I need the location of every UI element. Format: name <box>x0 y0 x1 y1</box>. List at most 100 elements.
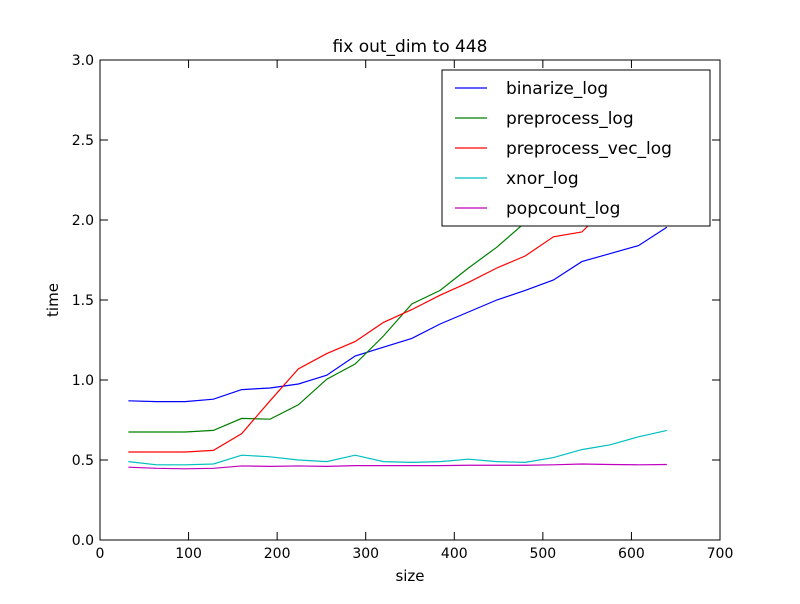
data-point <box>581 463 583 465</box>
legend-item: popcount_log <box>455 199 620 219</box>
data-point <box>552 279 554 281</box>
data-point <box>184 400 186 402</box>
data-point <box>212 467 214 469</box>
legend-label: preprocess_vec_log <box>506 139 672 159</box>
series-line <box>128 463 667 470</box>
series-line <box>128 429 667 466</box>
data-point <box>439 294 441 296</box>
data-point <box>467 267 469 269</box>
series-popcount_log <box>127 463 667 470</box>
legend-label: xnor_log <box>506 169 579 189</box>
data-point <box>467 458 469 460</box>
x-tick-label: 100 <box>175 546 202 562</box>
data-point <box>297 465 299 467</box>
data-point <box>127 466 129 468</box>
data-point <box>552 464 554 466</box>
data-point <box>581 231 583 233</box>
data-point <box>241 454 243 456</box>
legend-item: binarize_log <box>455 79 608 99</box>
data-point <box>354 464 356 466</box>
x-tick-label: 300 <box>352 546 379 562</box>
data-point <box>637 244 639 246</box>
data-point <box>496 460 498 462</box>
data-point <box>326 465 328 467</box>
data-point <box>382 460 384 462</box>
x-tick-label: 200 <box>264 546 291 562</box>
x-tick-label: 600 <box>618 546 645 562</box>
series-line <box>128 226 668 403</box>
legend-item: xnor_log <box>455 169 579 189</box>
data-point <box>127 431 129 433</box>
y-axis-ticks: 0.0 0.5 1.0 1.5 2.0 2.5 3.0 <box>72 53 720 549</box>
data-point <box>637 464 639 466</box>
data-point <box>581 448 583 450</box>
data-point <box>382 346 384 348</box>
data-point <box>184 468 186 470</box>
data-point <box>269 456 271 458</box>
data-point <box>155 451 157 453</box>
data-point <box>439 289 441 291</box>
x-tick-label: 500 <box>529 546 556 562</box>
data-point <box>552 236 554 238</box>
data-point <box>524 289 526 291</box>
data-point <box>127 451 129 453</box>
data-point <box>326 378 328 380</box>
data-point <box>411 337 413 339</box>
data-point <box>241 388 243 390</box>
data-point <box>439 460 441 462</box>
legend-label: popcount_log <box>506 199 620 219</box>
data-point <box>496 246 498 248</box>
data-point <box>411 308 413 310</box>
y-tick-label: 2.5 <box>72 133 94 149</box>
data-point <box>297 383 299 385</box>
data-point <box>382 321 384 323</box>
data-point <box>467 311 469 313</box>
data-point <box>581 260 583 262</box>
x-axis-ticks: 0 100 200 300 400 500 600 700 <box>96 60 733 562</box>
y-tick-label: 2.0 <box>72 213 94 229</box>
data-point <box>496 464 498 466</box>
data-point <box>326 460 328 462</box>
y-tick-label: 3.0 <box>72 53 94 69</box>
data-point <box>524 255 526 257</box>
data-point <box>269 465 271 467</box>
data-point <box>155 431 157 433</box>
series-xnor_log <box>127 429 667 466</box>
data-point <box>269 418 271 420</box>
data-point <box>127 460 129 462</box>
y-tick-label: 1.5 <box>72 293 94 309</box>
legend-label: preprocess_log <box>506 109 634 129</box>
x-axis-label: size <box>395 567 424 585</box>
series-binarize_log <box>127 226 668 403</box>
y-tick-label: 0.0 <box>72 533 94 549</box>
data-point <box>326 374 328 376</box>
data-point <box>354 340 356 342</box>
data-point <box>524 464 526 466</box>
legend-item: preprocess_vec_log <box>455 139 672 159</box>
data-point <box>269 387 271 389</box>
x-tick-label: 400 <box>441 546 468 562</box>
data-point <box>411 461 413 463</box>
series-preprocess_vec_log <box>127 166 668 453</box>
x-tick-label: 0 <box>96 546 105 562</box>
data-point <box>297 368 299 370</box>
data-point <box>184 451 186 453</box>
data-point <box>326 352 328 354</box>
data-point <box>411 303 413 305</box>
data-point <box>155 467 157 469</box>
y-tick-label: 0.5 <box>72 453 94 469</box>
data-point <box>439 464 441 466</box>
data-point <box>212 463 214 465</box>
data-point <box>609 463 611 465</box>
data-point <box>411 464 413 466</box>
data-point <box>184 464 186 466</box>
data-point <box>127 400 129 402</box>
data-point <box>467 281 469 283</box>
legend: binarize_log preprocess_log preprocess_vec… <box>441 69 711 227</box>
data-point <box>297 459 299 461</box>
legend-item: preprocess_log <box>455 109 634 129</box>
data-point <box>212 429 214 431</box>
data-point <box>155 464 157 466</box>
